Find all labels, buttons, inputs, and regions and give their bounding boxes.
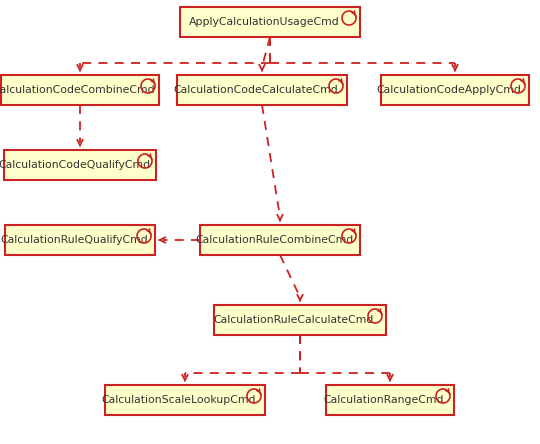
FancyBboxPatch shape	[381, 75, 529, 105]
FancyBboxPatch shape	[4, 150, 156, 180]
Text: CalculationScaleLookupCmd: CalculationScaleLookupCmd	[102, 395, 256, 405]
FancyBboxPatch shape	[326, 385, 454, 415]
Text: CalculationRangeCmd: CalculationRangeCmd	[324, 395, 444, 405]
FancyBboxPatch shape	[177, 75, 347, 105]
FancyBboxPatch shape	[5, 225, 155, 255]
Text: ApplyCalculationUsageCmd: ApplyCalculationUsageCmd	[188, 17, 339, 27]
Text: CalculationCodeCombineCmd: CalculationCodeCombineCmd	[0, 85, 156, 95]
FancyBboxPatch shape	[214, 305, 386, 335]
Text: CalculationCodeApplyCmd: CalculationCodeApplyCmd	[376, 85, 522, 95]
FancyBboxPatch shape	[1, 75, 159, 105]
Text: CalculationRuleCalculateCmd: CalculationRuleCalculateCmd	[214, 315, 374, 325]
Text: CalculationRuleQualifyCmd: CalculationRuleQualifyCmd	[0, 235, 148, 245]
FancyBboxPatch shape	[105, 385, 265, 415]
Text: CalculationCodeQualifyCmd: CalculationCodeQualifyCmd	[0, 160, 150, 170]
FancyBboxPatch shape	[180, 7, 360, 37]
Text: CalculationCodeCalculateCmd: CalculationCodeCalculateCmd	[174, 85, 339, 95]
FancyBboxPatch shape	[200, 225, 360, 255]
Text: CalculationRuleCombineCmd: CalculationRuleCombineCmd	[195, 235, 353, 245]
